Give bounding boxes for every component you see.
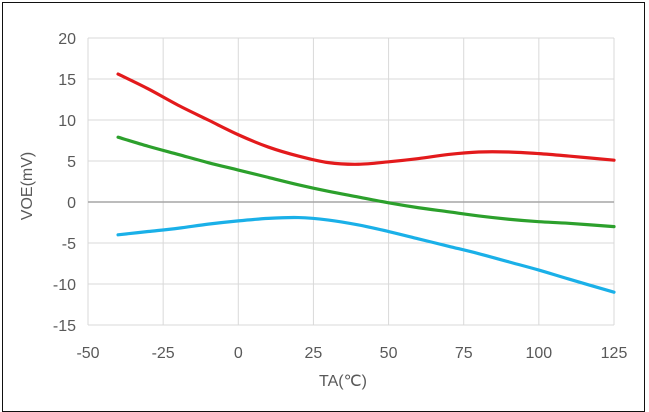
series-line-green [116, 135, 616, 229]
x-tick-label: 0 [234, 345, 243, 362]
y-tick-label: 10 [58, 113, 76, 130]
y-tick-label: -10 [53, 277, 76, 294]
y-tick-label: -15 [53, 318, 76, 335]
x-tick-labels: -50 -25 0 25 50 75 100 125 [76, 345, 627, 362]
x-tick-label: 125 [601, 345, 628, 362]
x-tick-label: -50 [76, 345, 99, 362]
x-axis-title: TA(℃) [319, 373, 367, 390]
y-tick-label: -5 [62, 236, 76, 253]
x-tick-label: 100 [526, 345, 553, 362]
series-line-red [116, 72, 616, 166]
x-tick-label: 25 [305, 345, 323, 362]
series-layer [116, 72, 616, 294]
y-tick-label: 20 [58, 31, 76, 48]
grid [87, 37, 615, 326]
y-tick-label: 0 [67, 195, 76, 212]
x-tick-label: 75 [455, 345, 473, 362]
y-tick-labels: -15 -10 -5 0 5 10 15 20 [53, 31, 76, 335]
x-tick-label: 50 [380, 345, 398, 362]
y-tick-label: 5 [67, 154, 76, 171]
series-line-blue [116, 215, 616, 294]
y-tick-label: 15 [58, 72, 76, 89]
y-axis-title: VOE(mV) [19, 152, 36, 220]
x-tick-label: -25 [152, 345, 175, 362]
